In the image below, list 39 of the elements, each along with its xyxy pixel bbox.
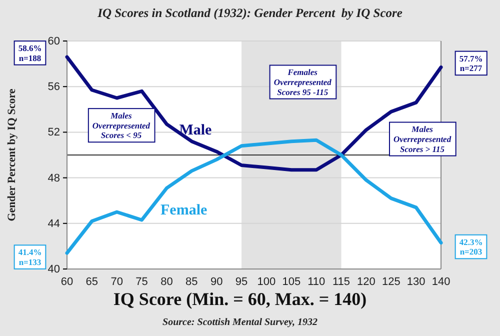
- x-tick-label: 115: [332, 276, 350, 288]
- y-tick-label: 40: [48, 264, 60, 276]
- annotation: 57.7% n=277: [459, 53, 483, 74]
- x-tick-label: 140: [432, 276, 450, 288]
- y-axis-title: Gender Percent by IQ Score: [6, 88, 18, 222]
- chart-title: IQ Scores in Scotland (1932): Gender Percent by IQ Score: [96, 6, 403, 20]
- note-box: Males Overrepresented Scores < 95: [88, 108, 156, 143]
- x-tick-label: 85: [186, 276, 198, 288]
- source-note: Source: Scottish Mental Survey, 1932: [162, 317, 318, 328]
- value-note-box: 57.7% n=277: [454, 50, 488, 76]
- y-tick-label: 60: [48, 36, 60, 48]
- note-box: Females Overrepresented Scores 95 -115: [269, 64, 337, 100]
- annotation: 58.6% n=188: [18, 43, 42, 63]
- y-tick-label: 56: [48, 81, 60, 94]
- y-tick-label: 48: [48, 172, 60, 184]
- value-note-box: 58.6% n=188: [14, 40, 46, 66]
- value-note-box: 42.3% n=203: [454, 234, 488, 260]
- x-tick-label: 95: [235, 276, 248, 288]
- x-tick-label: 125: [382, 276, 400, 288]
- x-tick-label: 105: [282, 276, 301, 288]
- legend-label: Male: [179, 122, 212, 138]
- value-note-box: 41.4% n=133: [14, 244, 46, 270]
- y-tick-label: 52: [48, 126, 60, 139]
- x-tick-label: 100: [257, 276, 276, 288]
- x-tick-label: 60: [60, 276, 74, 288]
- note-box: Males Overrepresented Scores > 115: [389, 122, 456, 156]
- x-tick-label: 75: [136, 276, 148, 288]
- x-axis-title: IQ Score (Min. = 60, Max. = 140): [113, 289, 367, 309]
- x-tick-label: 70: [110, 276, 123, 288]
- annotation: 41.4% n=133: [18, 247, 42, 267]
- y-tick-label: 44: [48, 218, 60, 230]
- x-tick-label: 110: [308, 276, 326, 288]
- series-label: Female: [160, 202, 208, 218]
- annotation: 42.3% n=203: [459, 236, 483, 257]
- x-tick-label: 120: [357, 276, 376, 288]
- x-tick-label: 90: [210, 276, 223, 288]
- x-tick-label: 80: [160, 276, 173, 288]
- x-tick-label: 130: [406, 276, 426, 288]
- x-tick-label: 65: [86, 276, 98, 288]
